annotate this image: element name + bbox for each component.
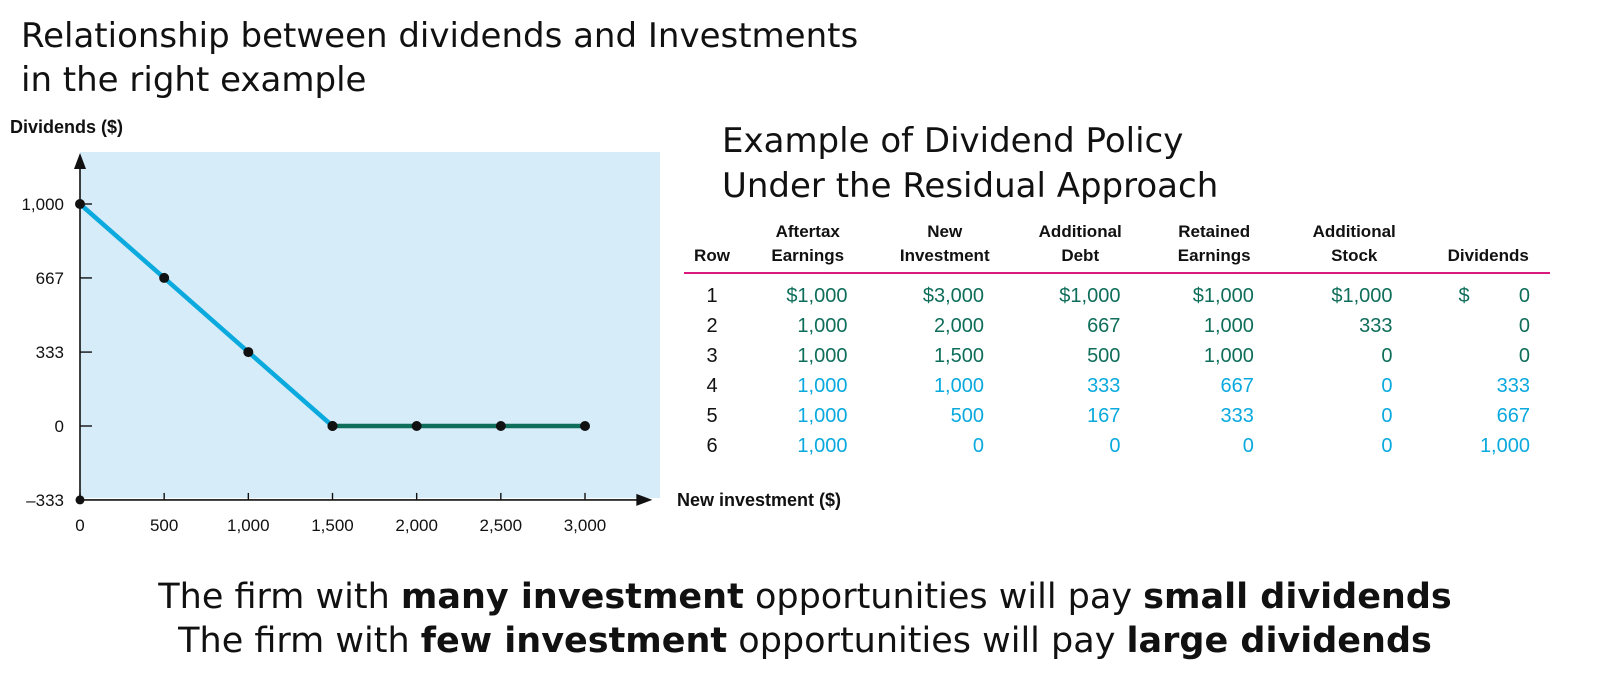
cell-investment: 0 xyxy=(972,435,984,457)
cell-dividends: 0 xyxy=(1518,315,1530,337)
y-tick-label: 333 xyxy=(36,343,64,362)
header-retained-earnings: Retained Earnings xyxy=(1146,220,1282,274)
header-additional-debt: Additional Debt xyxy=(1014,220,1147,274)
cell-row: 4 xyxy=(706,375,718,397)
cell-stock: 0 xyxy=(1381,405,1393,427)
cell-earnings: 1,000 xyxy=(797,345,848,367)
cell-stock: 0 xyxy=(1381,345,1393,367)
cell-earnings: 1,000 xyxy=(797,375,848,397)
header-new-investment: New Investment xyxy=(875,220,1014,274)
x-tick-label: 3,000 xyxy=(564,516,607,535)
table-row: 6 1,000 0 0 0 0 1,000 xyxy=(684,431,1550,461)
table-title-line1: Example of Dividend Policy xyxy=(722,121,1184,161)
cell-debt: 167 xyxy=(1087,405,1121,427)
series-line-1 xyxy=(77,201,335,429)
table-header-row: Row Aftertax Earnings New Investment Addit… xyxy=(684,220,1550,274)
y-tick-label: 0 xyxy=(55,417,64,436)
dollar-sign: $ xyxy=(1458,285,1470,307)
cell-earnings: 1,000 xyxy=(797,405,848,427)
cell-retained: 0 xyxy=(1242,435,1254,457)
data-point xyxy=(411,421,422,431)
cell-investment: 1,500 xyxy=(933,345,984,367)
cell-retained: 667 xyxy=(1220,375,1254,397)
header-additional-stock: Additional Stock xyxy=(1281,220,1427,274)
cell-investment: 500 xyxy=(950,405,984,427)
conclusion-line2: The firm with few investment opportuniti… xyxy=(178,621,1432,661)
slide-title-line1: Relationship between dividends and Inves… xyxy=(21,16,859,56)
slide-title-line2: in the right example xyxy=(21,60,367,100)
cell-investment: 1,000 xyxy=(933,375,984,397)
cell-stock: 0 xyxy=(1381,375,1393,397)
cell-retained: 1,000 xyxy=(1203,315,1254,337)
data-point xyxy=(495,421,506,431)
header-dividends: Dividends xyxy=(1426,220,1550,274)
cell-retained: 333 xyxy=(1220,405,1254,427)
dividends-value: 0 xyxy=(1518,285,1530,307)
data-point xyxy=(159,272,170,283)
cell-retained: 1,000 xyxy=(1203,345,1254,367)
cell-earnings: 1,000 xyxy=(797,315,848,337)
table-row: 4 1,000 1,000 333 667 0 333 xyxy=(684,371,1550,401)
cell-retained: $1,000 xyxy=(1192,285,1254,307)
cell-row: 6 xyxy=(706,435,718,457)
cell-debt: 0 xyxy=(1109,435,1121,457)
y-axis-arrow xyxy=(74,152,86,169)
x-tick-label: 2,500 xyxy=(480,516,523,535)
cell-investment: $3,000 xyxy=(922,285,984,307)
x-tick-label: 1,500 xyxy=(311,516,354,535)
table-title: Example of Dividend Policy Under the Res… xyxy=(722,119,1218,209)
data-point xyxy=(243,347,254,358)
header-aftertax-earnings: Aftertax Earnings xyxy=(740,220,876,274)
cell-earnings: 1,000 xyxy=(797,435,848,457)
table-row: 1 $1,000 $3,000 $1,000 $1,000 $1,000 $0 xyxy=(684,273,1550,311)
data-point xyxy=(75,199,85,209)
cell-row: 1 xyxy=(706,285,718,307)
data-point xyxy=(580,421,590,431)
cell-stock: $1,000 xyxy=(1331,285,1393,307)
cell-dividends: 667 xyxy=(1496,405,1530,427)
x-tick-label: 500 xyxy=(150,516,178,535)
cell-debt: 333 xyxy=(1087,375,1121,397)
dividend-policy-table: Row Aftertax Earnings New Investment Addit… xyxy=(684,220,1550,461)
data-point xyxy=(327,421,338,431)
cell-debt: 500 xyxy=(1087,345,1121,367)
cell-dividends: 333 xyxy=(1496,375,1530,397)
cell-dividends: $0 xyxy=(1427,273,1550,311)
table-row: 2 1,000 2,000 667 1,000 333 0 xyxy=(684,311,1550,341)
cell-earnings: $1,000 xyxy=(786,285,848,307)
cell-stock: 0 xyxy=(1381,435,1393,457)
table-row: 3 1,000 1,500 500 1,000 0 0 xyxy=(684,341,1550,371)
cell-row: 3 xyxy=(706,345,718,367)
cell-investment: 2,000 xyxy=(933,315,984,337)
x-tick-label: 1,000 xyxy=(227,516,270,535)
cell-row: 2 xyxy=(706,315,718,337)
table-title-line2: Under the Residual Approach xyxy=(722,166,1219,206)
cell-row: 5 xyxy=(706,405,718,427)
cell-debt: $1,000 xyxy=(1059,285,1121,307)
dividends-chart: Dividends ($) New investment ($) 0 500 1,0… xyxy=(10,117,841,535)
conclusion-line1: The firm with many investment opportunit… xyxy=(158,577,1452,617)
conclusion: The firm with many investment opportunit… xyxy=(0,575,1610,663)
y-axis-label: Dividends ($) xyxy=(10,117,123,137)
cell-stock: 333 xyxy=(1359,315,1393,337)
table-row: 5 1,000 500 167 333 0 667 xyxy=(684,401,1550,431)
cell-debt: 667 xyxy=(1087,315,1121,337)
plot-background xyxy=(80,152,660,498)
y-tick-label: 1,000 xyxy=(21,195,64,214)
y-tick-label: 667 xyxy=(36,269,64,288)
x-tick-label: 0 xyxy=(75,516,84,535)
x-axis-label: New investment ($) xyxy=(677,490,841,510)
y-tick-label: –333 xyxy=(26,491,64,510)
chart-layer: 0 500 1,000 1,500 2,000 2,500 3,000 1,000 667 333… xyxy=(21,152,653,535)
x-axis-arrow xyxy=(636,493,653,506)
cell-dividends: 0 xyxy=(1518,345,1530,367)
slide-title: Relationship between dividends and Inves… xyxy=(21,14,858,102)
header-row: Row xyxy=(684,220,740,274)
x-tick-label: 2,000 xyxy=(395,516,438,535)
cell-dividends: 1,000 xyxy=(1479,435,1530,457)
